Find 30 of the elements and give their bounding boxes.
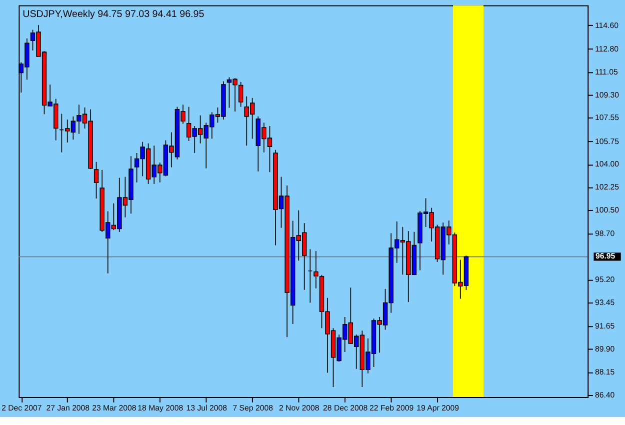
- y-tick-label: 104.00: [594, 160, 620, 169]
- y-tick-label: 111.05: [594, 67, 618, 76]
- chart-title: USDJPY,Weekly 94.75 97.03 94.41 96.95: [22, 9, 205, 20]
- x-tick-label: 22 Feb 2009: [370, 403, 414, 412]
- x-tick-label: 13 Jul 2008: [186, 403, 228, 412]
- y-tick-label: 98.70: [594, 229, 616, 238]
- y-tick-label: 91.65: [594, 322, 616, 331]
- y-tick-label: 93.45: [594, 298, 616, 308]
- x-tick-label: 2 Nov 2008: [279, 403, 320, 412]
- x-tick-label: 23 Mar 2008: [92, 403, 137, 412]
- y-tick-label: 100.50: [594, 206, 620, 215]
- candlestick: [238, 81, 244, 108]
- x-tick-label: 28 Dec 2008: [323, 403, 368, 412]
- y-tick-label: 86.40: [594, 390, 616, 400]
- y-tick-label: 105.75: [594, 136, 620, 146]
- y-tick-label: 114.60: [594, 20, 620, 30]
- y-tick-label: 102.25: [594, 182, 620, 192]
- y-tick-label: 89.90: [594, 344, 616, 354]
- y-tick-label: 109.30: [594, 90, 620, 100]
- y-tick-label: 95.20: [594, 275, 616, 284]
- ref-line-label: 96.95: [595, 252, 616, 261]
- y-tick-label: 112.80: [594, 44, 620, 54]
- y-tick-label: 88.15: [594, 368, 616, 377]
- y-tick-label: 107.55: [594, 113, 620, 122]
- x-tick-label: 7 Sep 2008: [232, 403, 274, 412]
- candlestick: [94, 161, 99, 199]
- x-tick-label: 2 Dec 2007: [2, 403, 42, 412]
- x-tick-label: 27 Jan 2008: [46, 403, 90, 412]
- x-tick-label: 18 May 2008: [138, 403, 184, 412]
- x-tick-label: 19 Apr 2009: [416, 403, 460, 412]
